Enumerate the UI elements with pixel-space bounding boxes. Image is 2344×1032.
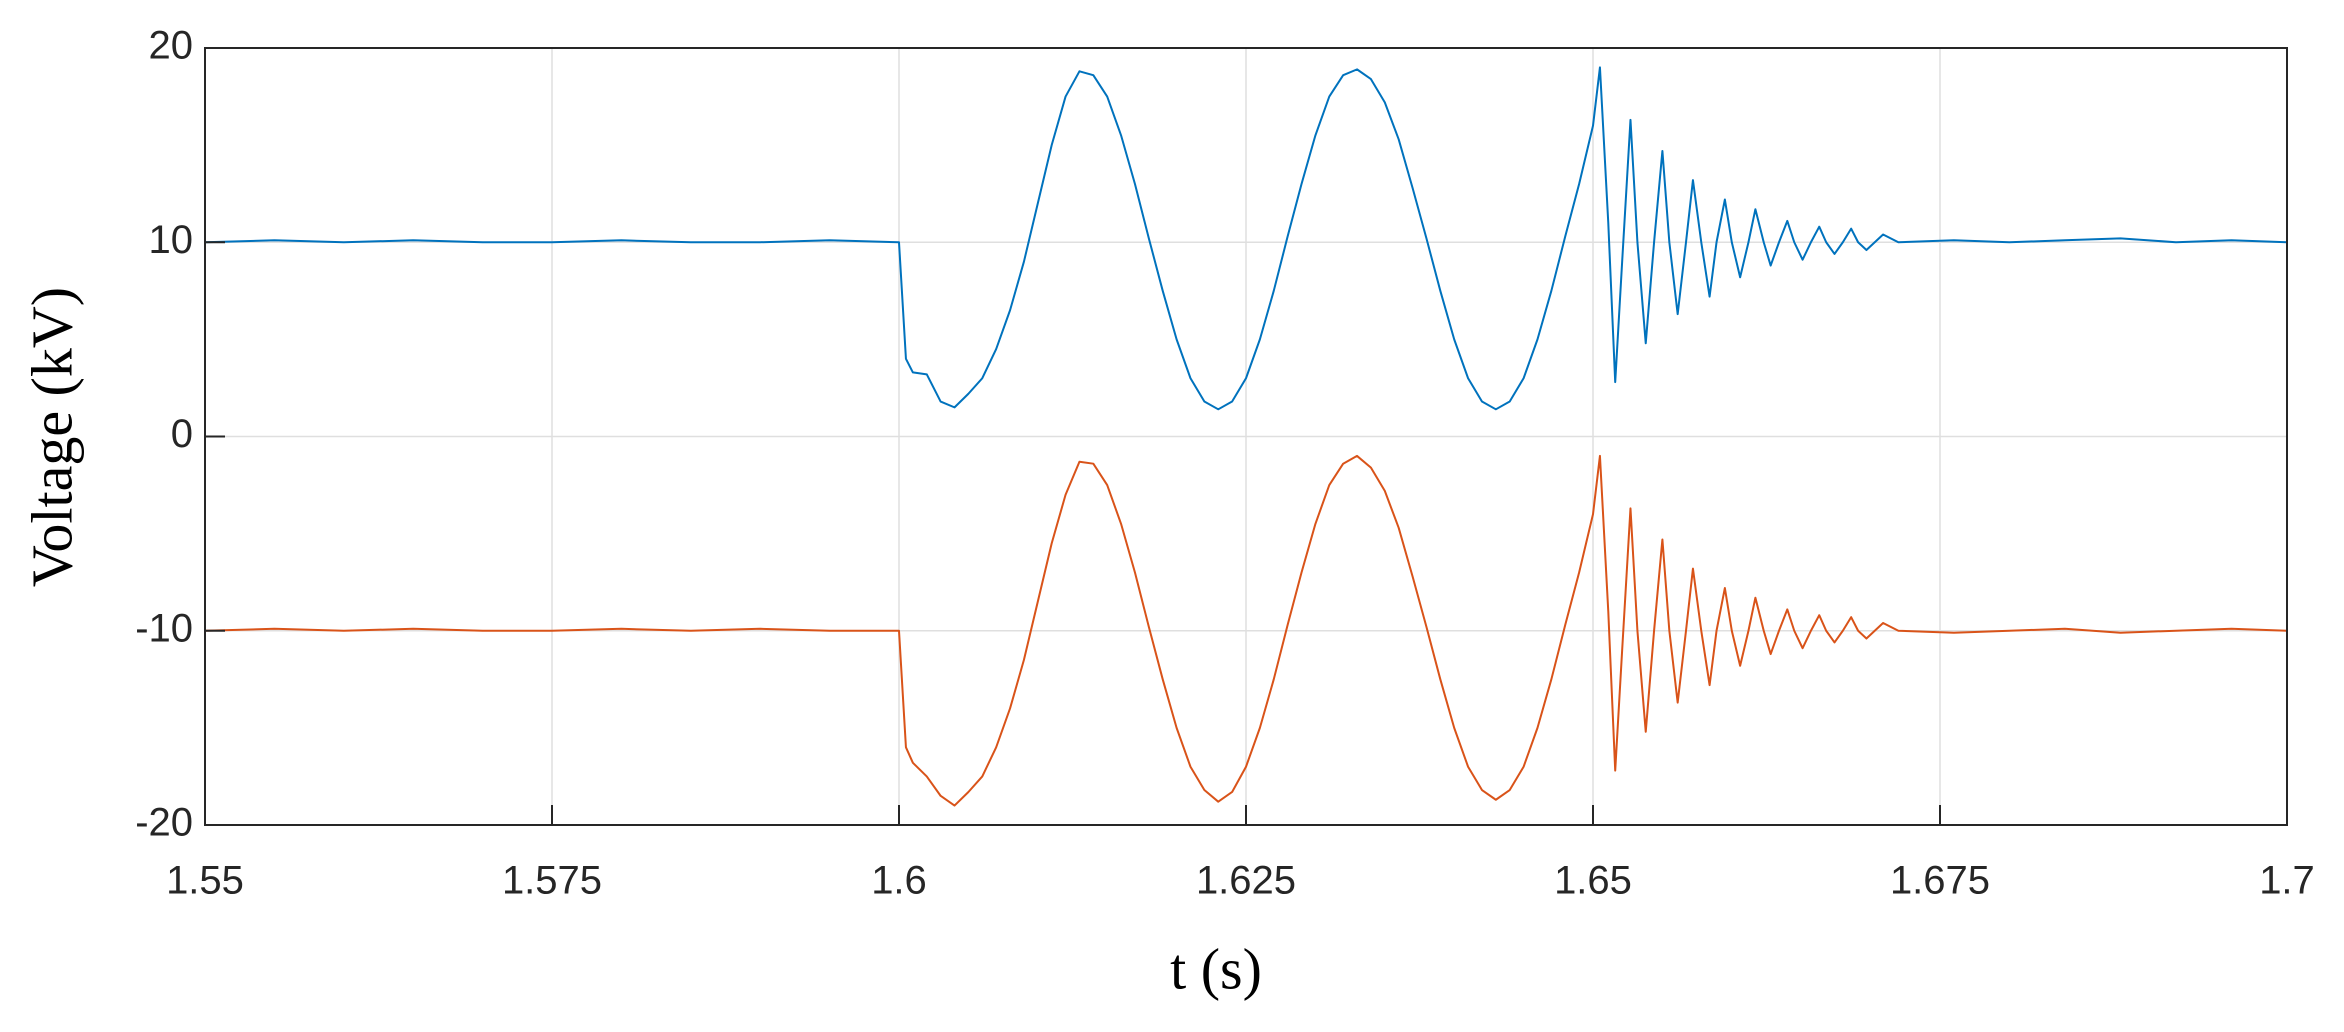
y-tick-label: 10	[149, 218, 194, 262]
x-tick-label: 1.55	[166, 859, 244, 903]
x-tick-label: 1.675	[1890, 859, 1990, 903]
y-tick-label: 0	[171, 412, 193, 456]
plot-area	[204, 66, 2288, 807]
x-tick-label: 1.7	[2259, 859, 2315, 903]
x-tick-label: 1.575	[502, 859, 602, 903]
y-tick-label: -10	[135, 606, 193, 650]
grid	[204, 47, 2288, 826]
y-tick-label: -20	[135, 801, 193, 845]
x-tick-label: 1.6	[871, 859, 927, 903]
x-tick-label: 1.625	[1196, 859, 1296, 903]
series-line	[204, 454, 2288, 807]
x-axis-label: t (s)	[1170, 936, 1262, 1001]
x-tick-label: 1.65	[1554, 859, 1632, 903]
y-axis-label: Voltage (kV)	[19, 287, 84, 587]
series-line	[204, 66, 2288, 411]
y-tick-label: 20	[149, 24, 194, 68]
